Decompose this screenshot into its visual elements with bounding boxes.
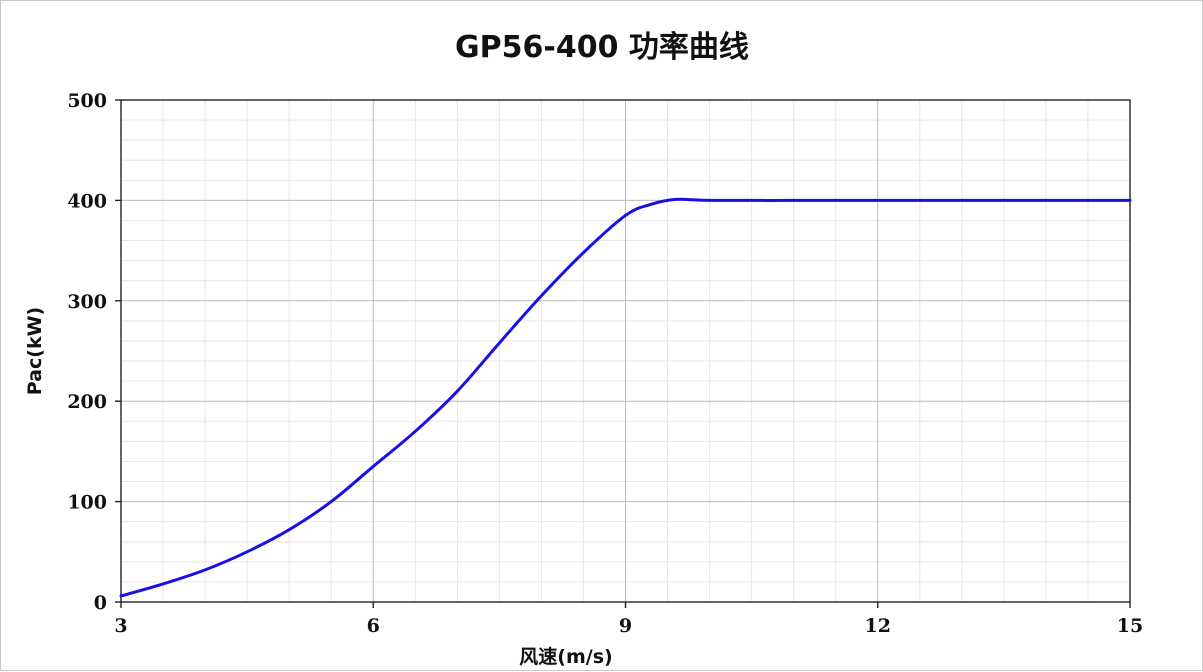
x-axis-label: 风速(m/s): [519, 645, 612, 668]
x-tick-label: 9: [619, 615, 632, 637]
chart-title: GP56-400 功率曲线: [455, 30, 749, 65]
grid-lines: [120, 99, 1131, 603]
y-tick-label: 0: [94, 592, 107, 614]
y-tick-label: 400: [67, 190, 107, 212]
axis-ticks: 3 6 9 12 15 0 100 200 300 400 500: [67, 90, 1143, 637]
y-tick-label: 300: [67, 291, 107, 313]
x-tick-label: 12: [865, 615, 891, 637]
x-tick-label: 15: [1117, 615, 1143, 637]
y-tick-label: 100: [67, 492, 107, 514]
x-tick-label: 3: [114, 615, 127, 637]
power-curve-line: [119, 197, 1132, 598]
x-tick-label: 6: [367, 615, 380, 637]
y-tick-label: 200: [67, 391, 107, 413]
series-layer: [119, 197, 1132, 598]
y-tick-label: 500: [67, 90, 107, 112]
y-axis-label: Pac(kW): [24, 307, 46, 395]
